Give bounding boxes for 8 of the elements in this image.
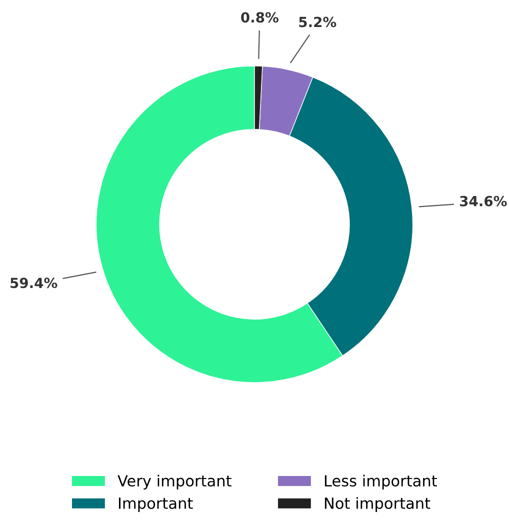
- data-label: 59.4%: [10, 278, 58, 288]
- data-label: 0.8%: [241, 12, 278, 23]
- legend-label: Not important: [324, 497, 430, 512]
- legend-label: Less important: [324, 474, 437, 490]
- legend-label: Important: [118, 498, 193, 512]
- legend-label: Very important: [118, 474, 232, 490]
- data-label: 34.6%: [460, 196, 507, 206]
- data-label: 5.2%: [299, 16, 336, 28]
